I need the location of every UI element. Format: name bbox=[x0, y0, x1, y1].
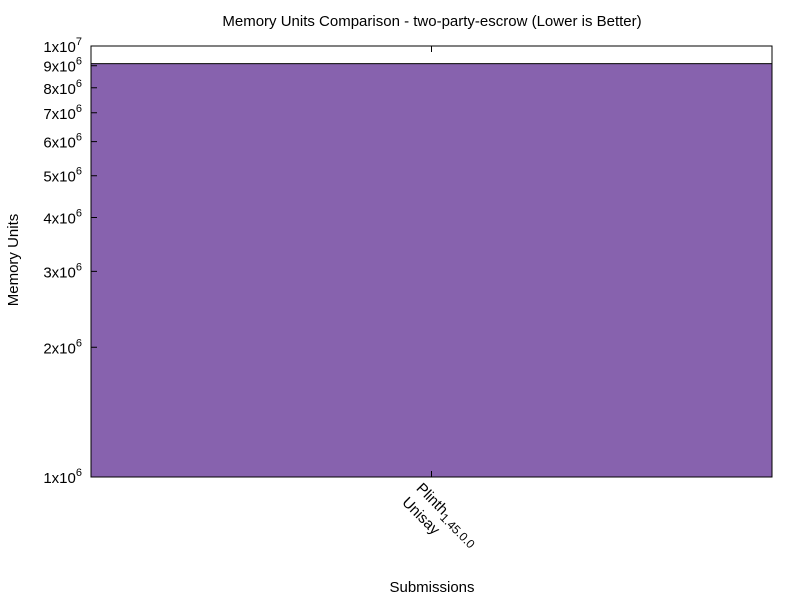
y-tick-label: 3x106 bbox=[43, 261, 82, 281]
y-tick-label: 9x106 bbox=[43, 56, 82, 76]
y-tick-label: 1x107 bbox=[43, 36, 82, 56]
y-tick-label: 2x106 bbox=[43, 337, 82, 357]
y-tick-label: 1x106 bbox=[43, 467, 82, 487]
y-tick-label: 5x106 bbox=[43, 166, 82, 186]
y-tick-label: 4x106 bbox=[43, 208, 82, 228]
y-tick-label: 7x106 bbox=[43, 103, 82, 123]
x-axis-label: Submissions bbox=[389, 579, 474, 596]
y-axis-label: Memory Units bbox=[5, 214, 22, 307]
chart-title: Memory Units Comparison - two-party-escr… bbox=[222, 13, 641, 30]
y-tick-label: 6x106 bbox=[43, 132, 82, 152]
y-tick-label: 8x106 bbox=[43, 78, 82, 98]
bar bbox=[90, 63, 773, 478]
